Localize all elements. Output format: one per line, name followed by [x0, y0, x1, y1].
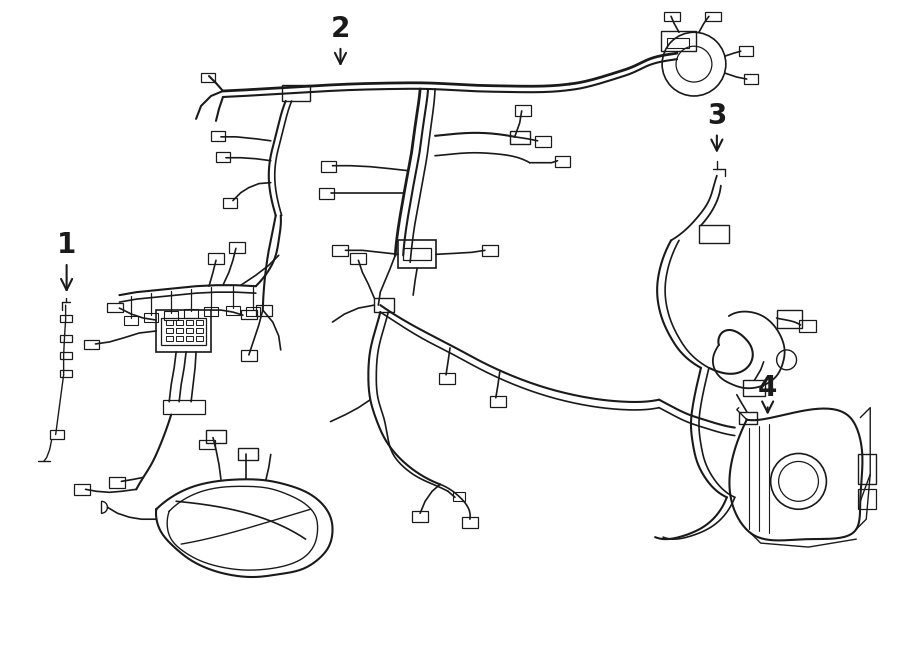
Bar	[74, 485, 89, 495]
Bar	[196, 320, 203, 325]
Bar	[515, 105, 531, 116]
Bar	[482, 245, 498, 256]
Bar	[453, 492, 465, 501]
Bar	[204, 307, 218, 316]
Bar	[319, 188, 335, 198]
Bar	[59, 370, 72, 377]
Bar	[216, 152, 230, 162]
Bar	[535, 136, 551, 147]
Bar	[398, 241, 436, 268]
Bar	[208, 253, 224, 264]
Bar	[350, 253, 366, 264]
Bar	[554, 156, 571, 167]
Bar	[403, 249, 431, 260]
Bar	[176, 328, 183, 333]
Bar	[163, 400, 205, 414]
Bar	[176, 320, 183, 325]
Bar	[742, 380, 765, 396]
Text: 2: 2	[331, 15, 350, 64]
Bar	[107, 303, 123, 312]
Bar	[412, 511, 428, 522]
Bar	[798, 320, 816, 332]
Bar	[59, 315, 72, 322]
Bar	[664, 13, 680, 21]
Bar	[184, 309, 198, 318]
Bar	[196, 328, 203, 333]
Bar	[241, 350, 256, 361]
Bar	[439, 373, 455, 384]
Bar	[110, 477, 125, 488]
Bar	[332, 245, 348, 256]
Bar	[161, 318, 206, 345]
Bar	[144, 313, 158, 322]
Bar	[223, 198, 237, 208]
Bar	[320, 161, 337, 172]
Bar	[206, 430, 226, 442]
Bar	[199, 440, 215, 449]
Bar	[238, 447, 257, 461]
Bar	[859, 489, 877, 509]
Bar	[59, 335, 72, 342]
Bar	[201, 73, 215, 82]
Bar	[186, 328, 194, 333]
Bar	[256, 305, 272, 316]
Bar	[186, 320, 194, 325]
Bar	[176, 336, 183, 341]
Bar	[211, 131, 225, 141]
Bar	[124, 316, 139, 325]
Bar	[739, 412, 757, 424]
Bar	[59, 352, 72, 359]
Bar	[859, 455, 877, 485]
Bar	[667, 38, 689, 48]
Bar	[662, 31, 696, 51]
Bar	[166, 336, 173, 341]
Bar	[246, 307, 260, 316]
Bar	[743, 74, 758, 84]
Bar	[84, 340, 100, 349]
Bar	[509, 131, 530, 144]
Bar	[705, 13, 721, 21]
Bar	[166, 320, 173, 325]
Bar	[462, 517, 478, 528]
Bar	[226, 306, 240, 315]
Bar	[282, 85, 310, 101]
Text: 4: 4	[758, 373, 778, 412]
Bar	[739, 46, 752, 56]
Text: 3: 3	[707, 102, 726, 151]
Bar	[50, 430, 64, 438]
Bar	[196, 336, 203, 341]
Bar	[699, 225, 729, 243]
Bar	[490, 396, 506, 407]
Text: 1: 1	[57, 231, 76, 290]
Bar	[229, 243, 245, 253]
Bar	[241, 310, 256, 319]
Bar	[166, 328, 173, 333]
Bar	[186, 336, 194, 341]
Bar	[164, 311, 178, 320]
Bar	[157, 310, 211, 352]
Bar	[777, 310, 802, 328]
Bar	[374, 298, 394, 312]
